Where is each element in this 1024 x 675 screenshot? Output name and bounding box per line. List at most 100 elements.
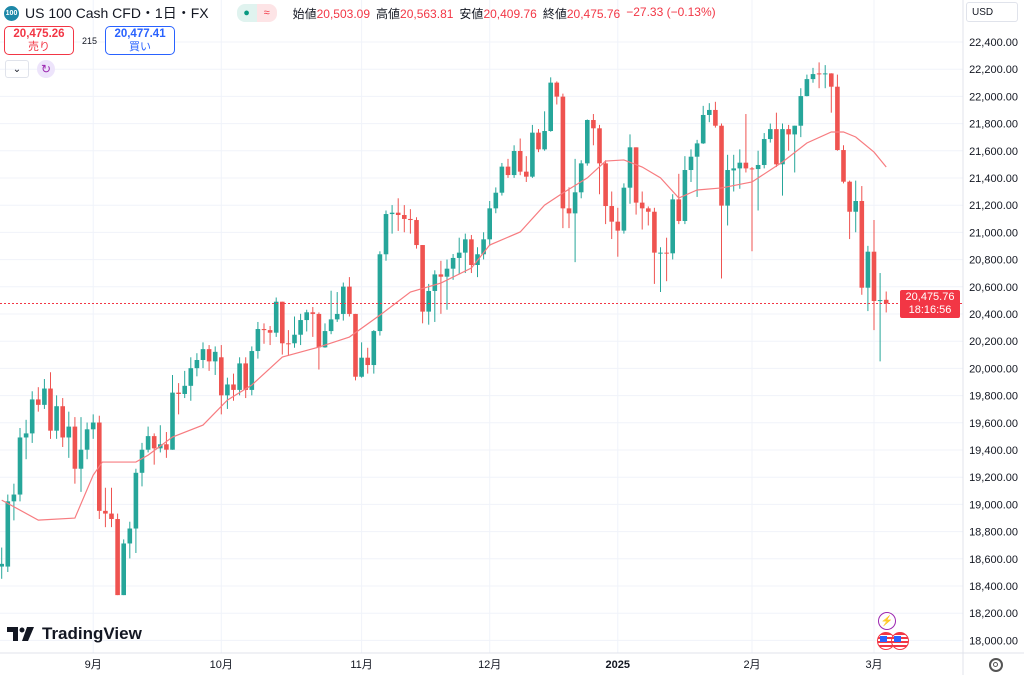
candle-body — [591, 120, 596, 129]
price-axis[interactable]: 22,400.00 22,200.00 22,000.00 21,800.00 21,6… — [969, 37, 1018, 647]
candle — [487, 201, 492, 246]
candle-body — [505, 166, 511, 176]
candle-body — [786, 129, 791, 135]
candle-body — [792, 125, 797, 135]
candle-body — [151, 436, 157, 449]
status-pill[interactable]: ● ≈ — [236, 4, 277, 22]
candle-body — [530, 132, 535, 177]
candle — [17, 427, 23, 502]
candle — [158, 425, 163, 453]
open-label: 始値 — [292, 6, 317, 21]
candle-body — [463, 239, 468, 253]
candle-body — [646, 208, 651, 212]
candle — [206, 345, 212, 371]
candle — [60, 398, 65, 447]
candle — [621, 183, 627, 234]
candle — [829, 73, 834, 113]
candle-body — [603, 163, 608, 207]
candle-body — [499, 166, 505, 193]
candle — [585, 119, 590, 166]
candle-body — [548, 82, 553, 132]
candle — [115, 513, 120, 596]
candle — [139, 442, 145, 487]
symbol-title[interactable]: US 100 Cash CFD・1日・FX — [25, 5, 209, 21]
candle — [542, 111, 547, 151]
candle — [322, 323, 328, 348]
candle-body — [280, 301, 285, 344]
candle — [743, 114, 749, 173]
candle — [658, 247, 663, 293]
change-value: −27.33 (−0.13%) — [626, 4, 716, 19]
candle — [877, 273, 883, 362]
candle-body — [231, 384, 236, 390]
sell-button[interactable]: 20,475.26 売り — [4, 26, 74, 55]
candle — [164, 432, 169, 458]
candle — [816, 62, 822, 89]
candle — [865, 245, 871, 312]
candle — [420, 245, 425, 324]
candle — [286, 330, 291, 356]
candle — [255, 321, 261, 359]
candle-body — [115, 519, 120, 596]
candle — [219, 345, 224, 415]
price-tick-label: 22,200.00 — [969, 64, 1018, 76]
us-flag-event-icon[interactable] — [891, 632, 909, 650]
candle-body — [127, 528, 133, 544]
settings-gear-icon[interactable] — [989, 658, 1003, 672]
candle — [145, 426, 151, 453]
candle-body — [780, 129, 785, 165]
candle — [310, 307, 316, 337]
candle — [591, 114, 596, 146]
sell-price: 20,475.26 — [13, 28, 65, 40]
refresh-icon[interactable]: ↻ — [37, 60, 55, 78]
candle — [121, 539, 126, 596]
candle — [713, 101, 718, 128]
candle — [548, 77, 553, 132]
last-price-label: 20,475.76 18:16:56 — [900, 290, 960, 318]
candle-body — [176, 392, 181, 394]
candle — [670, 194, 675, 260]
candle — [871, 220, 877, 331]
candle-body — [402, 215, 407, 219]
candle — [798, 88, 804, 138]
candle — [72, 417, 78, 484]
candle-body — [133, 472, 139, 529]
collapse-chevron-icon[interactable]: ⌄ — [5, 60, 29, 78]
candle — [536, 128, 541, 153]
buy-button[interactable]: 20,477.41 買い — [105, 26, 176, 55]
symbol-logo-icon: 100 — [4, 5, 19, 21]
candle-body — [536, 132, 541, 150]
candle-body — [371, 331, 377, 366]
candle — [328, 290, 334, 335]
candle-body — [725, 170, 730, 206]
delayed-data-icon: ≈ — [256, 4, 277, 22]
candle-body — [627, 147, 633, 188]
candle-body — [78, 449, 84, 469]
candle — [188, 357, 194, 401]
time-axis[interactable]: 9月 10月 11月 12月 2025 2月 3月 — [85, 659, 883, 671]
candle-body — [328, 319, 334, 332]
currency-selector[interactable]: USD — [966, 2, 1018, 22]
tradingview-logo[interactable]: TradingView — [7, 624, 142, 644]
candle-body — [560, 96, 566, 209]
candle-body — [633, 147, 639, 203]
candle-body — [597, 128, 602, 164]
candle-body — [365, 357, 370, 366]
tradingview-logo-icon — [7, 627, 34, 641]
candle — [316, 312, 322, 370]
price-tick-label: 21,400.00 — [969, 173, 1018, 185]
candle-body — [72, 426, 78, 469]
candle-body — [652, 211, 657, 253]
candle-body — [286, 343, 291, 345]
event-lightning-icon[interactable]: ⚡ — [878, 612, 896, 630]
price-tick-label: 20,000.00 — [969, 363, 1018, 375]
candle — [609, 191, 614, 240]
candle-body — [194, 360, 200, 369]
candle — [347, 277, 352, 317]
price-tick-label: 19,400.00 — [969, 445, 1018, 457]
candle-body — [883, 299, 889, 304]
candle — [371, 330, 377, 374]
candle-body — [810, 74, 816, 80]
time-tick-label: 9月 — [85, 659, 102, 671]
